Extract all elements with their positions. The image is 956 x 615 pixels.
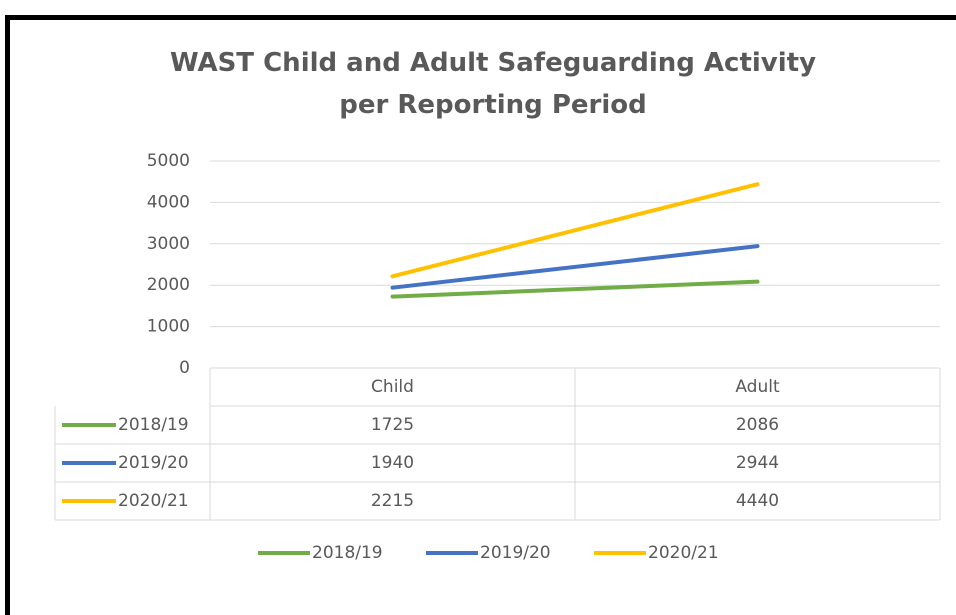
legend-label: 2019/20 <box>480 543 551 563</box>
y-tick-label: 5000 <box>147 151 190 171</box>
chart: 0 1000 2000 3000 4000 5000 Child Adult 2018/19 17… <box>54 151 941 563</box>
table-row-label: 2019/20 <box>118 453 189 473</box>
table-cell: 1940 <box>371 453 414 473</box>
x-tick-label: Adult <box>735 377 780 397</box>
y-tick-label: 2000 <box>147 275 190 295</box>
table-cell: 1725 <box>371 415 414 435</box>
series-line <box>390 182 760 279</box>
legend-label: 2018/19 <box>312 543 383 563</box>
y-tick-label: 0 <box>179 358 190 378</box>
table-cell: 2215 <box>371 491 414 511</box>
chart-frame <box>5 15 956 615</box>
x-tick-label: Child <box>371 377 414 397</box>
table-row-label: 2020/21 <box>118 491 189 511</box>
table-cell: 2944 <box>736 453 779 473</box>
table-row-label: 2018/19 <box>118 415 189 435</box>
legend-label: 2020/21 <box>648 543 719 563</box>
series-line <box>390 279 760 299</box>
table-cell: 4440 <box>736 491 779 511</box>
table-cell: 2086 <box>736 415 779 435</box>
chart-title: WAST Child and Adult Safeguarding Activi… <box>169 48 817 120</box>
series-line <box>390 244 760 290</box>
y-tick-label: 4000 <box>147 192 190 212</box>
y-tick-label: 1000 <box>147 317 190 337</box>
y-tick-label: 3000 <box>147 234 190 254</box>
